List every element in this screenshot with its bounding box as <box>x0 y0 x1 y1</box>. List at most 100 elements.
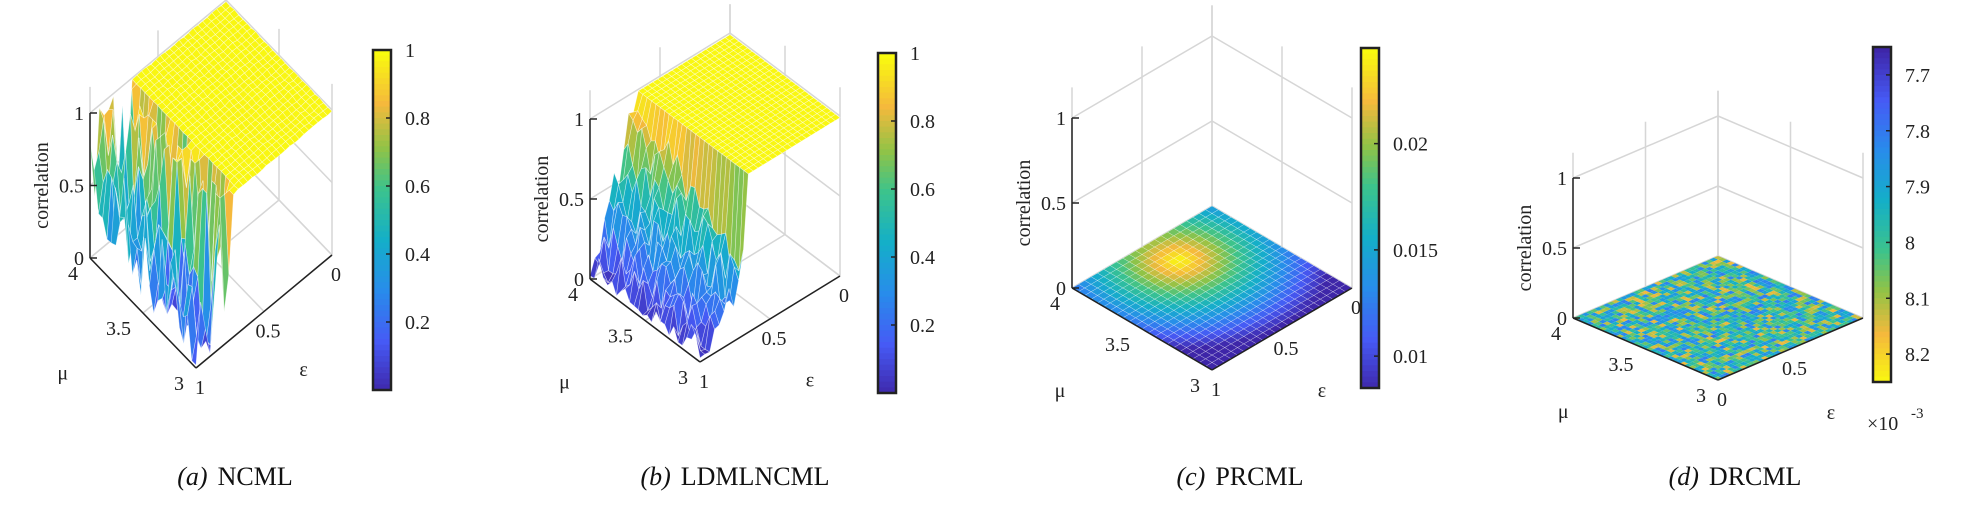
colorbar-segment <box>373 384 391 391</box>
surface-patch <box>1705 259 1714 264</box>
colorbar-segment <box>373 231 391 238</box>
surface-patch <box>1816 310 1825 315</box>
colorbar-segment <box>373 282 391 289</box>
surface-patch <box>1598 308 1608 313</box>
surface-patch <box>1747 347 1757 351</box>
surface-patch <box>1683 305 1693 309</box>
colorbar-segment <box>1361 331 1379 338</box>
surface-patch <box>1803 319 1812 324</box>
surface-patch <box>1683 308 1693 313</box>
surface-patch <box>1662 299 1672 304</box>
colorbar-segment <box>878 149 896 156</box>
surface-patch <box>1705 318 1714 322</box>
surface-patch <box>1705 332 1714 337</box>
surface-patch <box>1730 314 1740 318</box>
surface-patch <box>1743 294 1753 298</box>
colorbar-segment <box>1873 52 1891 59</box>
surface-patch <box>1700 349 1710 353</box>
surface-patch <box>1803 294 1812 298</box>
surface-patch <box>1709 356 1718 360</box>
surface-patch <box>1726 341 1736 346</box>
surface-patch <box>1688 270 1697 275</box>
surface-patch <box>1675 297 1684 302</box>
surface-patch <box>1803 323 1812 328</box>
colorbar-segment <box>373 299 391 306</box>
surface-patch <box>1764 318 1774 322</box>
colorbar: 0.2 0.4 0.6 0.8 1 <box>876 43 935 395</box>
surface-patch <box>1662 350 1672 355</box>
surface-patch <box>1824 325 1834 329</box>
surface-patch <box>1683 276 1693 280</box>
surface-patch <box>1683 316 1693 320</box>
surface-patch <box>1790 296 1799 300</box>
surface-patch <box>1662 296 1672 300</box>
surface-patch <box>1688 318 1697 322</box>
surface-patch <box>1735 301 1744 306</box>
surface-patch <box>1705 336 1714 340</box>
colorbar-segment <box>373 95 391 102</box>
surface-patch <box>1764 299 1774 304</box>
surface-patch <box>1624 316 1633 320</box>
surface-patch <box>1794 305 1804 309</box>
colorbar-segment <box>373 152 391 159</box>
surface-patch <box>1619 303 1629 308</box>
surface-patch <box>1726 279 1736 284</box>
surface-patch <box>1743 268 1753 273</box>
colorbar-tick-label: 0.02 <box>1393 134 1428 156</box>
surface-patch <box>1816 321 1825 326</box>
colorbar-segment <box>373 135 391 142</box>
surface-patch <box>1700 276 1710 280</box>
surface-patch <box>1590 316 1599 320</box>
surface-patch <box>1833 307 1842 311</box>
surface-patch <box>1730 277 1740 282</box>
surface-patch <box>1769 330 1778 335</box>
colorbar-segment <box>1873 102 1891 110</box>
surface-patch <box>1615 312 1625 317</box>
surface-patch <box>1782 299 1791 304</box>
surface-patch <box>1752 308 1761 313</box>
surface-patch <box>1700 312 1710 317</box>
surface-patch <box>1598 319 1608 324</box>
surface-patch <box>1811 301 1821 306</box>
surface-patch <box>1747 321 1757 326</box>
surface-patch <box>1619 328 1629 333</box>
surface-patch <box>1777 312 1787 317</box>
surface-patch <box>1705 350 1714 355</box>
surface-patch <box>1692 363 1701 368</box>
surface-patch <box>1649 323 1659 328</box>
surface-patch <box>1688 303 1697 308</box>
surface-patch <box>1632 312 1642 317</box>
surface-patch <box>1841 314 1851 318</box>
surface-patch <box>1641 334 1650 339</box>
surface-patch <box>1807 303 1817 308</box>
surface-patch <box>1735 290 1744 295</box>
colorbar-segment <box>878 109 896 116</box>
surface-patch <box>1786 334 1795 339</box>
surface-patch <box>1722 369 1731 373</box>
surface-patch <box>1807 321 1817 326</box>
surface-patch <box>1743 334 1753 339</box>
surface-patch <box>1696 263 1706 267</box>
colorbar-segment <box>878 217 896 224</box>
surface-patch <box>1654 292 1663 297</box>
colorbar-segment <box>1873 242 1891 249</box>
surface-patch <box>1671 303 1680 308</box>
surface-patch <box>1786 290 1795 295</box>
surface-patch <box>1739 303 1748 308</box>
colorbar-segment <box>1873 292 1891 299</box>
surface-patch <box>1782 336 1791 340</box>
surface-patch <box>1709 323 1718 328</box>
surface-patch <box>1730 361 1740 366</box>
colorbar-segment <box>373 339 391 346</box>
colorbar-segment <box>373 327 391 334</box>
surface-patch <box>1662 288 1672 293</box>
axes: 0 0.5 1 correlation 3 3.5 4 μ 0 0.5 ε <box>1514 168 1864 424</box>
surface-patch <box>1816 303 1825 308</box>
colorbar-tick-label: 0.6 <box>405 176 430 198</box>
caption-name: PRCML <box>1215 462 1303 491</box>
surface-patch <box>1722 343 1731 348</box>
surface-patch <box>1726 338 1736 342</box>
surface-patch <box>1790 339 1799 344</box>
surface-patch <box>1777 330 1787 335</box>
surface-patch <box>1696 321 1706 326</box>
